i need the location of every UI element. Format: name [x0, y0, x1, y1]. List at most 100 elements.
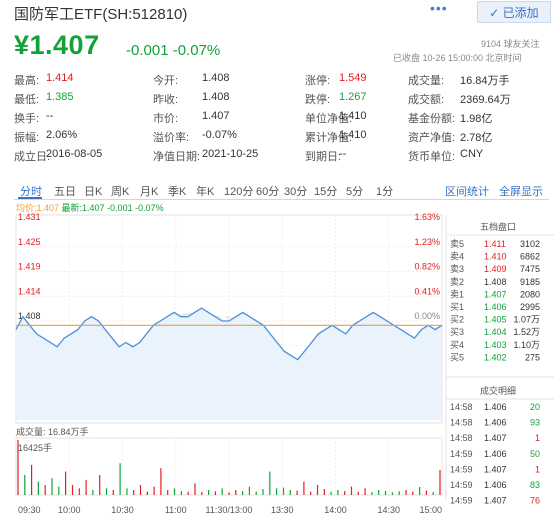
- volume-bar: [146, 491, 148, 495]
- pct-tick-label: 1.63%: [414, 212, 440, 222]
- pct-tick-label: 0.82%: [414, 262, 440, 272]
- trade-price: 1.406: [484, 449, 507, 459]
- order-book-price: 1.411: [484, 239, 506, 249]
- tab-5[interactable]: 季K: [168, 186, 187, 198]
- volume-bar: [235, 490, 237, 495]
- fullscreen-link[interactable]: 全屏显示: [499, 186, 543, 198]
- volume-bar: [242, 491, 244, 495]
- tab-8[interactable]: 60分: [256, 186, 280, 198]
- trade-time: 14:59: [450, 496, 473, 506]
- volume-bar: [398, 491, 400, 495]
- pct-tick-label: 0.41%: [414, 286, 440, 296]
- volume-bar: [65, 471, 67, 495]
- volume-bar: [17, 440, 19, 495]
- volume-bar: [357, 491, 359, 495]
- tab-12[interactable]: 1分: [376, 186, 394, 198]
- x-tick-label: 14:00: [324, 505, 347, 515]
- stat-value: 2021-10-25: [202, 148, 259, 160]
- tab-10[interactable]: 15分: [314, 186, 338, 198]
- stat-label: 成交量:: [408, 75, 445, 87]
- stat-label: 今开:: [153, 75, 179, 87]
- trade-volume: 83: [530, 480, 540, 490]
- volume-bar: [255, 491, 257, 495]
- stat-value: 1.410: [339, 129, 367, 141]
- volume-bar: [405, 490, 407, 495]
- x-tick-label: 15:00: [419, 505, 442, 515]
- stat-label: 净值日期:: [153, 151, 201, 163]
- tab-0[interactable]: 分时: [20, 186, 42, 198]
- pct-tick-label: 0.00%: [414, 311, 440, 321]
- volume-max-label: 16425手: [18, 442, 52, 453]
- volume-bar: [391, 492, 393, 495]
- order-book-level-label: 卖1: [450, 289, 464, 299]
- tab-9[interactable]: 30分: [284, 186, 308, 198]
- price-area: [16, 308, 442, 420]
- volume-bar: [126, 488, 128, 495]
- volume-bar: [99, 474, 101, 495]
- stat-label: 溢价率:: [153, 132, 190, 144]
- volume-bar: [310, 491, 312, 495]
- volume-bar: [194, 483, 196, 495]
- order-book-price: 1.404: [484, 327, 507, 337]
- volume-bar: [85, 479, 87, 495]
- stat-value: --: [46, 110, 54, 122]
- stat-label: 成交额:: [408, 94, 445, 106]
- trade-volume: 1: [535, 433, 540, 443]
- order-book-price: 1.407: [484, 289, 507, 299]
- volume-bar: [384, 491, 387, 495]
- stat-value: 2369.64万: [460, 94, 511, 106]
- order-book-volume: 3102: [520, 239, 540, 249]
- trade-volume: 76: [530, 496, 540, 506]
- intraday-chart[interactable]: 均价:1.407 最新:1.407 -0.001 -0.07%1.431 1.63…: [0, 200, 554, 521]
- volume-bar: [228, 492, 230, 495]
- followers-count[interactable]: 9104 球友关注: [481, 39, 540, 49]
- tab-6[interactable]: 年K: [196, 186, 215, 198]
- tab-11[interactable]: 5分: [346, 186, 364, 198]
- order-book-level-label: 买3: [450, 327, 464, 337]
- tab-7[interactable]: 120分: [224, 186, 254, 198]
- trade-volume: 93: [530, 418, 540, 428]
- more-dots-icon[interactable]: •••: [430, 0, 448, 16]
- x-tick-label: 13:30: [271, 505, 294, 515]
- volume-bar: [173, 488, 176, 495]
- volume-bar: [153, 486, 155, 495]
- added-to-watchlist-button[interactable]: ✓ 已添加: [477, 1, 551, 23]
- stats-row: 成立日: 2016-08-05 净值日期: 2021-10-25 到期日: -- 货币单位:…: [14, 148, 549, 166]
- order-book-level-label: 买2: [450, 315, 464, 325]
- stock-title: 国防军工ETF(SH:512810): [14, 6, 188, 23]
- volume-bar: [364, 488, 366, 495]
- trade-time: 14:58: [450, 418, 473, 428]
- stat-label: 到期日:: [305, 151, 342, 163]
- y-tick-label: 1.419: [18, 262, 41, 272]
- range-stats-link[interactable]: 区间统计: [445, 186, 489, 198]
- tab-4[interactable]: 月K: [140, 186, 159, 198]
- x-tick-label: 11:30/13:00: [206, 505, 253, 515]
- order-book-price: 1.403: [484, 340, 507, 350]
- volume-bar: [419, 487, 421, 495]
- tab-1[interactable]: 五日: [54, 186, 76, 198]
- tab-3[interactable]: 周K: [111, 186, 130, 198]
- tab-2[interactable]: 日K: [84, 186, 103, 198]
- trade-time: 14:59: [450, 464, 473, 474]
- order-book-price: 1.409: [484, 264, 507, 274]
- stat-value: CNY: [460, 148, 484, 160]
- trade-price: 1.406: [484, 480, 507, 490]
- stat-value: 2016-08-05: [46, 148, 103, 160]
- volume-bar: [337, 490, 339, 495]
- volume-bar: [119, 463, 121, 495]
- volume-bar: [112, 490, 114, 495]
- volume-bar: [248, 486, 250, 495]
- order-book-price: 1.408: [484, 277, 507, 287]
- stat-value: 1.414: [46, 72, 74, 84]
- stat-value: -0.07%: [202, 129, 237, 141]
- trade-time: 14:59: [450, 480, 473, 490]
- stat-value: 1.549: [339, 72, 367, 84]
- volume-bar: [303, 481, 305, 495]
- trade-price: 1.407: [484, 496, 507, 506]
- trade-price: 1.407: [484, 464, 507, 474]
- volume-bar: [180, 491, 182, 495]
- current-price: ¥1.407: [14, 30, 100, 60]
- y-tick-label: 1.414: [18, 286, 41, 296]
- volume-bar: [133, 490, 135, 495]
- change-value: -0.001: [126, 42, 169, 59]
